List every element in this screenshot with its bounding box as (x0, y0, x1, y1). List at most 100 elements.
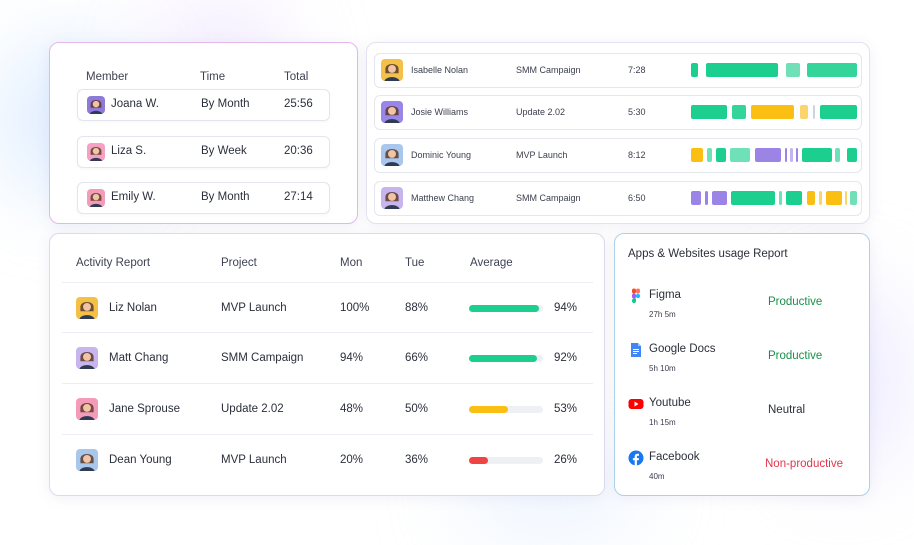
timeline-project: SMM Campaign (516, 65, 581, 75)
activity-segment (712, 191, 727, 205)
average-progress-fill (469, 305, 539, 312)
table-row[interactable]: Matt Chang SMM Campaign 94% 66% 92% (62, 332, 593, 383)
activity-segment (691, 191, 701, 205)
activity-segment (835, 148, 840, 162)
timeline-row[interactable]: Matthew Chang SMM Campaign 6:50 (374, 181, 862, 216)
row-mon: 20% (340, 454, 364, 466)
app-status: Non-productive (765, 458, 843, 470)
app-item-google-docs[interactable]: Google Docs 5h 10m Productive (628, 342, 860, 382)
facebook-icon (628, 450, 644, 466)
app-status: Productive (768, 296, 823, 308)
timeline-time: 6:50 (628, 193, 646, 203)
row-name: Dean Young (109, 454, 172, 466)
member-name: Joana W. (111, 98, 159, 110)
row-mon: 94% (340, 352, 364, 364)
apps-report-title: Apps & Websites usage Report (628, 248, 788, 260)
total-header: Total (284, 71, 309, 83)
member-name: Emily W. (111, 191, 156, 203)
app-status: Neutral (768, 404, 806, 416)
activity-segment (790, 148, 793, 162)
app-status: Productive (768, 350, 823, 362)
timeline-project: MVP Launch (516, 150, 568, 160)
row-project: MVP Launch (221, 302, 287, 314)
row-tue: 66% (405, 352, 429, 364)
timeline-row[interactable]: Dominic Young MVP Launch 8:12 (374, 138, 862, 173)
activity-segment (800, 105, 808, 119)
activity-segment (779, 191, 782, 205)
row-mon: 48% (340, 403, 364, 415)
apps-usage-card: Apps & Websites usage Report Figma 27h 5… (614, 233, 870, 496)
avatar (381, 59, 403, 81)
member-row[interactable]: Joana W. By Month 25:56 (77, 89, 330, 121)
tue-header: Tue (405, 257, 425, 269)
average-progress-bar (469, 457, 543, 464)
member-header: Member (86, 71, 129, 83)
timeline-name: Matthew Chang (411, 193, 475, 203)
avatar (87, 96, 105, 114)
activity-segment (845, 191, 847, 205)
row-name: Matt Chang (109, 352, 169, 364)
avatar (76, 347, 98, 369)
timeline-time: 5:30 (628, 107, 646, 117)
timeline-row[interactable]: Isabelle Nolan SMM Campaign 7:28 (374, 53, 862, 88)
youtube-icon (628, 396, 644, 412)
timeline-project: Update 2.02 (516, 107, 566, 117)
avatar (76, 297, 98, 319)
row-name: Jane Sprouse (109, 403, 180, 415)
member-total: 25:56 (284, 98, 313, 110)
app-duration: 1h 15m (649, 418, 676, 427)
row-average: 94% (554, 302, 578, 314)
activity-segment (820, 105, 857, 119)
table-row[interactable]: Jane Sprouse Update 2.02 48% 50% 53% (62, 383, 593, 434)
activity-segment (786, 63, 800, 77)
app-name: Google Docs (649, 343, 716, 355)
average-progress-fill (469, 355, 538, 362)
row-tue: 88% (405, 302, 429, 314)
activity-segment (826, 191, 842, 205)
member-total: 27:14 (284, 191, 313, 203)
activity-segment (807, 191, 815, 205)
activity-segment (755, 148, 781, 162)
activity-segment (707, 148, 712, 162)
member-name: Liza S. (111, 145, 147, 157)
avatar (381, 187, 403, 209)
member-row[interactable]: Emily W. By Month 27:14 (77, 182, 330, 214)
activity-segment (691, 63, 698, 77)
average-progress-fill (469, 457, 489, 464)
time-header: Time (200, 71, 226, 83)
row-average: 53% (554, 403, 578, 415)
timeline-card: Isabelle Nolan SMM Campaign 7:28 Josie W… (366, 42, 870, 224)
app-item-figma[interactable]: Figma 27h 5m Productive (628, 288, 860, 328)
row-project: SMM Campaign (221, 352, 304, 364)
member-time-card: Member Time Total Joana W. By Month 25:5… (49, 42, 358, 224)
member-row[interactable]: Liza S. By Week 20:36 (77, 136, 330, 168)
timeline-name: Dominic Young (411, 150, 472, 160)
row-average: 92% (554, 352, 578, 364)
avatar (381, 101, 403, 123)
app-duration: 5h 10m (649, 364, 676, 373)
activity-segment (802, 148, 832, 162)
member-period: By Month (201, 191, 250, 203)
activity-segment (819, 191, 822, 205)
avatar (76, 449, 98, 471)
table-row[interactable]: Liz Nolan MVP Launch 100% 88% 94% (62, 282, 593, 333)
app-name: Facebook (649, 451, 700, 463)
activity-segment (807, 63, 857, 77)
app-item-youtube[interactable]: Youtube 1h 15m Neutral (628, 396, 860, 436)
activity-segment (785, 148, 787, 162)
avatar (381, 144, 403, 166)
row-name: Liz Nolan (109, 302, 157, 314)
timeline-name: Josie Williams (411, 107, 469, 117)
avatar (87, 189, 105, 207)
table-row[interactable]: Dean Young MVP Launch 20% 36% 26% (62, 434, 593, 485)
activity-segment (751, 105, 794, 119)
timeline-row[interactable]: Josie Williams Update 2.02 5:30 (374, 95, 862, 130)
activity-segment (847, 148, 857, 162)
app-item-facebook[interactable]: Facebook 40m Non-productive (628, 450, 860, 490)
activity-segment (813, 105, 815, 119)
average-progress-fill (469, 406, 509, 413)
avatar (87, 143, 105, 161)
activity-segment (730, 148, 750, 162)
row-tue: 50% (405, 403, 429, 415)
app-duration: 40m (649, 472, 665, 481)
